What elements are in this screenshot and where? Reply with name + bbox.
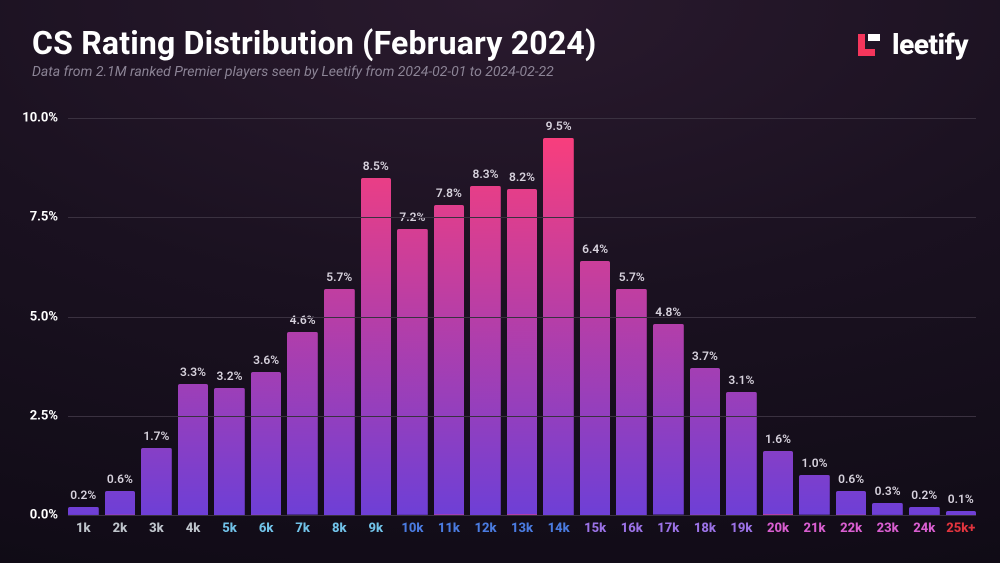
plot-area: 0.2%0.6%1.7%3.3%3.2%3.6%4.6%5.7%8.5%7.2%… xyxy=(68,118,976,515)
grid-line xyxy=(68,217,976,218)
bar: 5.7% xyxy=(324,289,355,515)
x-tick-label: 4k xyxy=(178,521,209,545)
y-tick-label: 2.5% xyxy=(30,408,68,423)
bar: 4.8% xyxy=(653,324,684,515)
bar-value-label: 3.7% xyxy=(692,349,718,363)
x-tick-label: 18k xyxy=(690,521,721,545)
x-tick-label: 13k xyxy=(507,521,538,545)
x-tick-label: 12k xyxy=(470,521,501,545)
x-tick-label: 6k xyxy=(251,521,282,545)
grid-line xyxy=(68,118,976,119)
bar: 3.1% xyxy=(726,392,757,515)
bar-value-label: 8.5% xyxy=(363,159,389,173)
y-tick-label: 0.0% xyxy=(30,508,68,523)
bar: 0.6% xyxy=(836,491,867,515)
bar: 1.7% xyxy=(141,448,172,515)
bar-value-label: 3.1% xyxy=(728,373,754,387)
bar-value-label: 0.6% xyxy=(838,472,864,486)
bar: 8.3% xyxy=(470,186,501,516)
bar-value-label: 0.2% xyxy=(70,488,96,502)
x-tick-label: 21k xyxy=(799,521,830,545)
brand-logo: leetify xyxy=(854,28,968,61)
bar: 0.3% xyxy=(872,503,903,515)
chart-subtitle: Data from 2.1M ranked Premier players se… xyxy=(32,64,596,80)
bar: 0.6% xyxy=(105,491,136,515)
header: CS Rating Distribution (February 2024) D… xyxy=(32,24,968,80)
bar: 1.6% xyxy=(763,451,794,515)
bar: 7.8% xyxy=(434,205,465,515)
bar: 3.2% xyxy=(214,388,245,515)
bar: 3.6% xyxy=(251,372,282,515)
x-tick-label: 8k xyxy=(324,521,355,545)
x-tick-label: 3k xyxy=(141,521,172,545)
bar-value-label: 1.0% xyxy=(802,456,828,470)
bar: 5.7% xyxy=(616,289,647,515)
bar-value-label: 0.1% xyxy=(948,492,974,506)
x-tick-label: 7k xyxy=(287,521,318,545)
bar-value-label: 1.7% xyxy=(143,429,169,443)
x-tick-label: 5k xyxy=(214,521,245,545)
x-tick-label: 24k xyxy=(909,521,940,545)
x-tick-label: 14k xyxy=(543,521,574,545)
bar-value-label: 0.3% xyxy=(875,484,901,498)
distribution-chart: 0.2%0.6%1.7%3.3%3.2%3.6%4.6%5.7%8.5%7.2%… xyxy=(68,118,976,515)
x-tick-label: 2k xyxy=(105,521,136,545)
bar: 8.5% xyxy=(361,178,392,515)
bar-value-label: 3.6% xyxy=(253,353,279,367)
title-block: CS Rating Distribution (February 2024) D… xyxy=(32,24,596,80)
grid-line xyxy=(68,416,976,417)
x-tick-label: 1k xyxy=(68,521,99,545)
bar-value-label: 8.3% xyxy=(472,167,498,181)
bar-value-label: 6.4% xyxy=(582,242,608,256)
bar-value-label: 7.8% xyxy=(436,186,462,200)
bar: 0.2% xyxy=(909,507,940,515)
bar-value-label: 0.6% xyxy=(107,472,133,486)
bar-value-label: 8.2% xyxy=(509,170,535,184)
chart-title: CS Rating Distribution (February 2024) xyxy=(32,24,596,62)
y-tick-label: 5.0% xyxy=(30,309,68,324)
bar-value-label: 1.6% xyxy=(765,432,791,446)
leetify-logo-icon xyxy=(854,30,884,60)
y-tick-label: 7.5% xyxy=(30,210,68,225)
x-tick-label: 17k xyxy=(653,521,684,545)
x-tick-label: 15k xyxy=(580,521,611,545)
bar-value-label: 5.7% xyxy=(326,270,352,284)
bar-value-label: 9.5% xyxy=(546,119,572,133)
x-tick-label: 11k xyxy=(434,521,465,545)
bar: 6.4% xyxy=(580,261,611,515)
bar: 1.0% xyxy=(799,475,830,515)
y-tick-label: 10.0% xyxy=(22,111,68,126)
brand-name: leetify xyxy=(892,28,968,61)
bar: 3.3% xyxy=(178,384,209,515)
bar: 0.2% xyxy=(68,507,99,515)
x-tick-label: 20k xyxy=(763,521,794,545)
bar: 9.5% xyxy=(543,138,574,515)
grid-line xyxy=(68,317,976,318)
bar: 8.2% xyxy=(507,189,538,515)
bar-value-label: 4.6% xyxy=(290,313,316,327)
bar-value-label: 3.2% xyxy=(217,369,243,383)
bar-value-label: 0.2% xyxy=(911,488,937,502)
x-tick-label: 23k xyxy=(872,521,903,545)
x-axis: 1k2k3k4k5k6k7k8k9k10k11k12k13k14k15k16k1… xyxy=(68,521,976,545)
grid-line xyxy=(68,515,976,516)
x-tick-label: 22k xyxy=(836,521,867,545)
bar: 4.6% xyxy=(287,332,318,515)
x-tick-label: 9k xyxy=(361,521,392,545)
bar-value-label: 3.3% xyxy=(180,365,206,379)
x-tick-label: 10k xyxy=(397,521,428,545)
x-tick-label: 16k xyxy=(616,521,647,545)
bar: 7.2% xyxy=(397,229,428,515)
bar-value-label: 5.7% xyxy=(619,270,645,284)
bar: 3.7% xyxy=(690,368,721,515)
x-tick-label: 25k+ xyxy=(946,521,977,545)
x-tick-label: 19k xyxy=(726,521,757,545)
